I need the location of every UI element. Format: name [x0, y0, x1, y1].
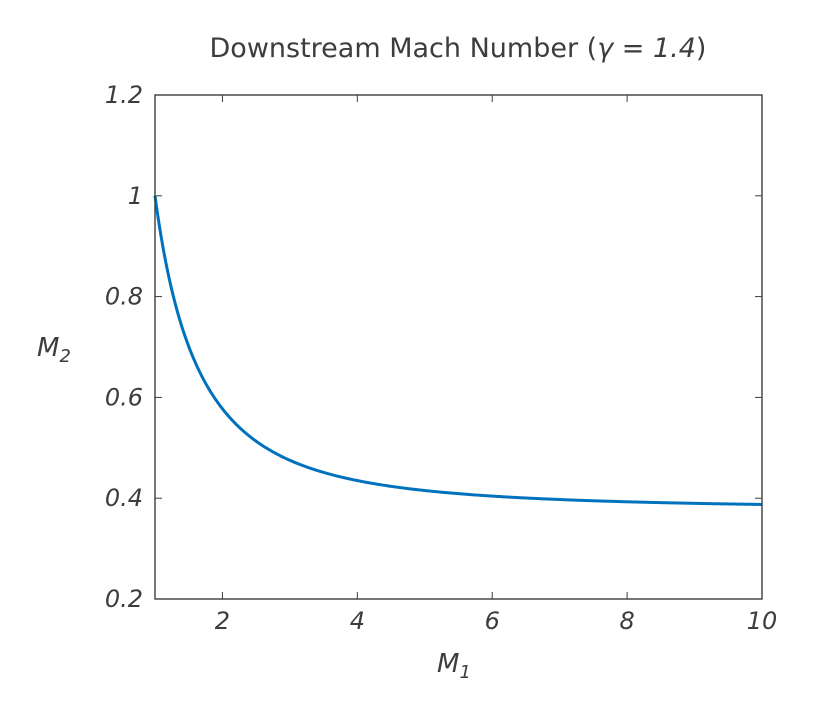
- x-tick-label: 6: [485, 607, 500, 635]
- x-axis-label: M1: [437, 649, 471, 683]
- x-tick-label: 8: [619, 607, 634, 635]
- y-tick-label: 0.2: [105, 585, 143, 613]
- y-axis-label: M2: [37, 333, 71, 367]
- series-layer: [153, 195, 763, 506]
- y-axis-label-sub: 2: [59, 346, 70, 367]
- chart-title: Downstream Mach Number (γ = 1.4): [210, 33, 707, 64]
- y-tick-label: 1.2: [105, 81, 143, 109]
- x-tick-label: 4: [350, 607, 365, 635]
- y-tick-label: 1: [128, 182, 143, 210]
- svg-text:M1: M1: [437, 649, 471, 683]
- series-line: [153, 195, 763, 506]
- chart-title-prefix: Downstream Mach Number (: [210, 33, 598, 64]
- x-axis-ticks: 2 4 6 8 10: [215, 95, 777, 635]
- chart-title-symbol: γ: [597, 33, 615, 64]
- x-tick-label: 10: [747, 607, 778, 635]
- plot-area: [155, 95, 762, 599]
- y-tick-label: 0.8: [105, 283, 143, 311]
- chart-title-eq: =: [613, 33, 653, 64]
- y-tick-label: 0.4: [105, 484, 143, 512]
- svg-text:M2: M2: [37, 333, 71, 367]
- y-tick-label: 0.6: [105, 383, 143, 411]
- y-axis-ticks: 0.2 0.4 0.6 0.8 1 1.2: [105, 81, 762, 613]
- chart-title-suffix: ): [696, 33, 707, 64]
- svg-text:Downstream Mach Number (γ = 1.: Downstream Mach Number (γ = 1.4): [210, 33, 707, 64]
- y-axis-label-main: M: [37, 333, 59, 363]
- plot-frame: [154, 94, 763, 600]
- x-axis-label-sub: 1: [459, 662, 470, 683]
- x-axis-label-main: M: [437, 649, 459, 679]
- chart-title-value: 1.4: [653, 33, 696, 64]
- x-tick-label: 2: [215, 607, 230, 635]
